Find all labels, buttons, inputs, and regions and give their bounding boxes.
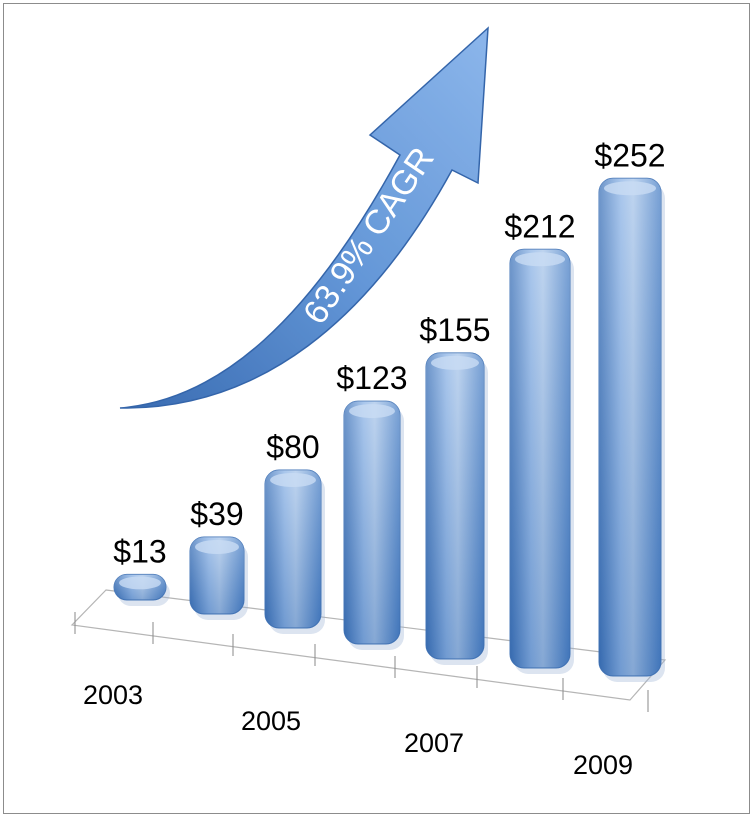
bar-shading bbox=[265, 470, 321, 628]
cagr-arrow-shape bbox=[119, 26, 489, 409]
bar-top bbox=[119, 576, 161, 590]
bar-shading bbox=[510, 249, 570, 669]
bar-2009 bbox=[598, 177, 665, 683]
bar-2005 bbox=[264, 469, 325, 634]
bar-top bbox=[195, 539, 239, 554]
x-tick-label: 2009 bbox=[573, 750, 633, 780]
bar-top bbox=[349, 404, 395, 419]
value-label: $123 bbox=[336, 360, 407, 396]
bar-top bbox=[515, 252, 565, 267]
bar-shading bbox=[426, 352, 484, 659]
x-axis-labels-group: 2003 2005 2007 2009 bbox=[83, 680, 633, 780]
cagr-arrow: 63.9% CAGR bbox=[119, 26, 489, 409]
x-axis-ticks bbox=[74, 612, 649, 712]
value-label: $13 bbox=[113, 533, 166, 569]
bar-top bbox=[270, 473, 316, 487]
bar-top bbox=[604, 181, 656, 196]
x-tick-label: 2005 bbox=[241, 706, 301, 736]
x-tick-label: 2007 bbox=[404, 728, 464, 758]
bar-2004 bbox=[189, 536, 248, 620]
bar-2007 bbox=[425, 352, 488, 665]
x-tick-label: 2003 bbox=[83, 680, 143, 710]
value-label: $80 bbox=[266, 429, 319, 465]
bar-shading bbox=[190, 536, 244, 614]
value-label: $212 bbox=[504, 208, 575, 244]
bar-2006 bbox=[343, 400, 404, 650]
bar-top bbox=[431, 355, 479, 370]
bar-2003 bbox=[113, 573, 170, 606]
value-label: $39 bbox=[190, 496, 243, 532]
bar-shading bbox=[344, 401, 400, 644]
value-labels-group: $13 $39 $80 $123 $155 $212 $252 bbox=[113, 137, 665, 569]
bar-shading bbox=[599, 178, 661, 677]
bars-group bbox=[113, 177, 665, 683]
value-label: $155 bbox=[419, 312, 490, 348]
bar-2008 bbox=[509, 248, 574, 675]
cagr-annotation: 63.9% CAGR bbox=[296, 141, 442, 331]
value-label: $252 bbox=[594, 137, 665, 173]
